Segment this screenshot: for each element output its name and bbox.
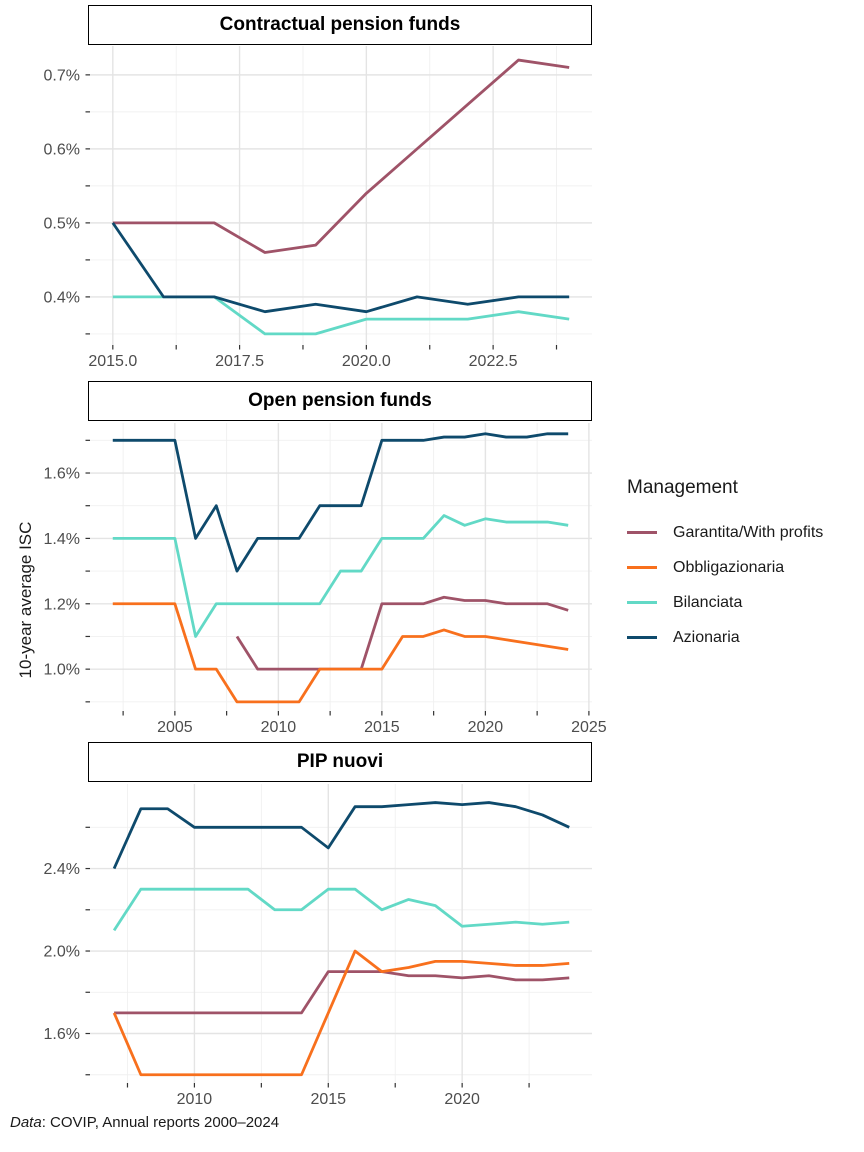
x-tick-label: 2022.5 bbox=[469, 353, 518, 370]
caption-text: : COVIP, Annual reports 2000–2024 bbox=[41, 1114, 280, 1131]
y-tick-label: 2.0% bbox=[44, 944, 80, 961]
y-tick-label: 0.6% bbox=[44, 141, 80, 158]
y-tick-label: 1.4% bbox=[44, 531, 80, 548]
caption: Data: COVIP, Annual reports 2000–2024 bbox=[10, 1114, 279, 1131]
x-tick-label: 2020 bbox=[444, 1091, 480, 1108]
x-tick-label: 2010 bbox=[177, 1091, 213, 1108]
series-line-azionaria bbox=[112, 432, 569, 573]
legend-items: Garantita/With profits Obbligazionaria Bil… bbox=[614, 515, 859, 655]
x-tick-label: 2015 bbox=[364, 719, 400, 736]
panel-pip-nuovi: 2010 2015 2020 1.6% 2.0% 2.4% bbox=[44, 784, 592, 1108]
x-tick-label: 2020.0 bbox=[342, 353, 391, 370]
legend-swatch-line bbox=[627, 636, 657, 639]
legend-swatch-line bbox=[627, 566, 657, 569]
legend-title: Management bbox=[627, 477, 738, 498]
series-line-bilanciata bbox=[112, 295, 570, 336]
legend-label: Obbligazionaria bbox=[673, 558, 785, 576]
caption-data-label: Data bbox=[10, 1114, 42, 1131]
x-tick-label: 2015 bbox=[310, 1091, 346, 1108]
series-line-bilanciata bbox=[112, 887, 570, 932]
legend-item-garantita-with-profits: Garantita/With profits bbox=[614, 515, 859, 550]
series-line-azionaria bbox=[112, 801, 570, 870]
x-tick-label: 2017.5 bbox=[215, 353, 264, 370]
legend-label: Azionaria bbox=[673, 628, 740, 646]
legend: Management Garantita/With profits Obbliga… bbox=[614, 477, 859, 655]
y-tick-label: 1.0% bbox=[44, 662, 80, 679]
y-tick-label: 0.7% bbox=[44, 67, 80, 84]
panel-contractual-pension-funds: 2015.0 2017.5 2020.0 2022.5 0.4% 0.5% 0.6% 0.7% bbox=[44, 46, 592, 370]
series-line-obbligazionaria bbox=[112, 602, 569, 704]
series-line-bilanciata bbox=[112, 514, 569, 638]
y-tick-label: 2.4% bbox=[44, 861, 80, 878]
x-tick-label: 2015.0 bbox=[88, 353, 137, 370]
series-line-garantita-with-profits bbox=[112, 58, 570, 254]
facet-strip-pip: PIP nuovi bbox=[88, 742, 592, 782]
x-tick-label: 2025 bbox=[571, 719, 607, 736]
y-tick-label: 0.4% bbox=[44, 289, 80, 306]
series-line-garantita-with-profits bbox=[114, 970, 570, 1015]
y-tick-label: 1.6% bbox=[44, 1026, 80, 1043]
legend-label: Garantita/With profits bbox=[673, 523, 824, 541]
facet-strip-open: Open pension funds bbox=[88, 381, 592, 421]
panel-open-pension-funds: 2005 2010 2015 2020 2025 1.0% 1.2% 1.4% 1.6% bbox=[44, 423, 607, 736]
series-line-obbligazionaria bbox=[112, 949, 570, 1077]
y-tick-label: 1.6% bbox=[44, 466, 80, 483]
y-tick-label: 1.2% bbox=[44, 596, 80, 613]
legend-label: Bilanciata bbox=[673, 593, 743, 611]
legend-swatch-line bbox=[627, 601, 657, 604]
x-tick-label: 2010 bbox=[261, 719, 297, 736]
legend-item-bilanciata: Bilanciata bbox=[614, 585, 859, 620]
x-tick-label: 2020 bbox=[468, 719, 504, 736]
legend-swatch-line bbox=[627, 531, 657, 534]
legend-item-azionaria: Azionaria bbox=[614, 620, 859, 655]
legend-item-obbligazionaria: Obbligazionaria bbox=[614, 550, 859, 585]
y-tick-label: 0.5% bbox=[44, 215, 80, 232]
facet-strip-contractual: Contractual pension funds bbox=[88, 5, 592, 45]
series-line-azionaria bbox=[111, 222, 570, 314]
series-line-garantita-with-profits bbox=[235, 595, 569, 671]
x-tick-label: 2005 bbox=[157, 719, 193, 736]
